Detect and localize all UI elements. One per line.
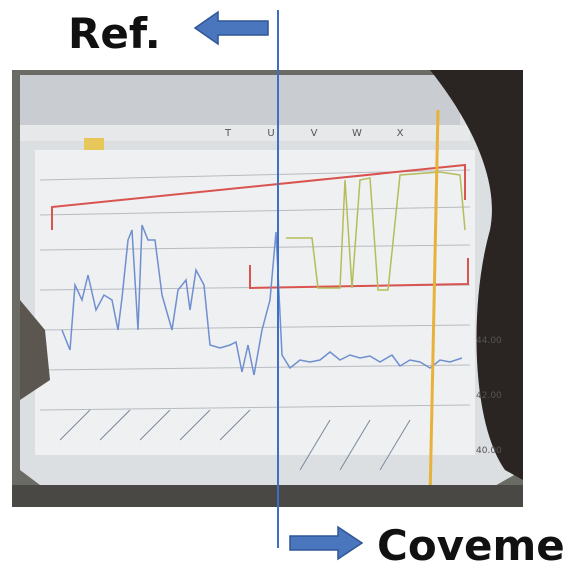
column-letter: W	[352, 128, 362, 139]
column-letter: T	[224, 128, 232, 139]
coveme-label: Coveme	[377, 521, 565, 570]
photo	[12, 70, 523, 507]
photo-bottom	[12, 485, 523, 507]
upper-limit	[51, 163, 466, 230]
column-letter: V	[311, 128, 318, 139]
selected-cell	[84, 138, 104, 150]
x-label-rows	[59, 409, 411, 471]
right-arrow	[289, 525, 364, 561]
column-letters: T U V W X	[224, 128, 404, 139]
column-letter: X	[397, 128, 404, 139]
axis-label: 44.00	[476, 336, 502, 346]
shadow-left	[20, 300, 50, 400]
ref-label: Ref.	[68, 9, 161, 58]
right-axis-labels: 44.00 42.00 40.00	[476, 336, 502, 456]
ribbon	[20, 75, 460, 125]
blue-series	[61, 224, 463, 376]
green-series	[286, 171, 466, 291]
person-silhouette	[430, 70, 523, 480]
axis-label: 40.00	[476, 446, 502, 456]
yellow-marker	[428, 109, 440, 501]
column-letter: U	[267, 128, 274, 139]
axis-label: 42.00	[476, 391, 502, 401]
left-arrow	[193, 10, 269, 46]
lower-limit	[249, 258, 469, 290]
column-header	[20, 125, 470, 141]
